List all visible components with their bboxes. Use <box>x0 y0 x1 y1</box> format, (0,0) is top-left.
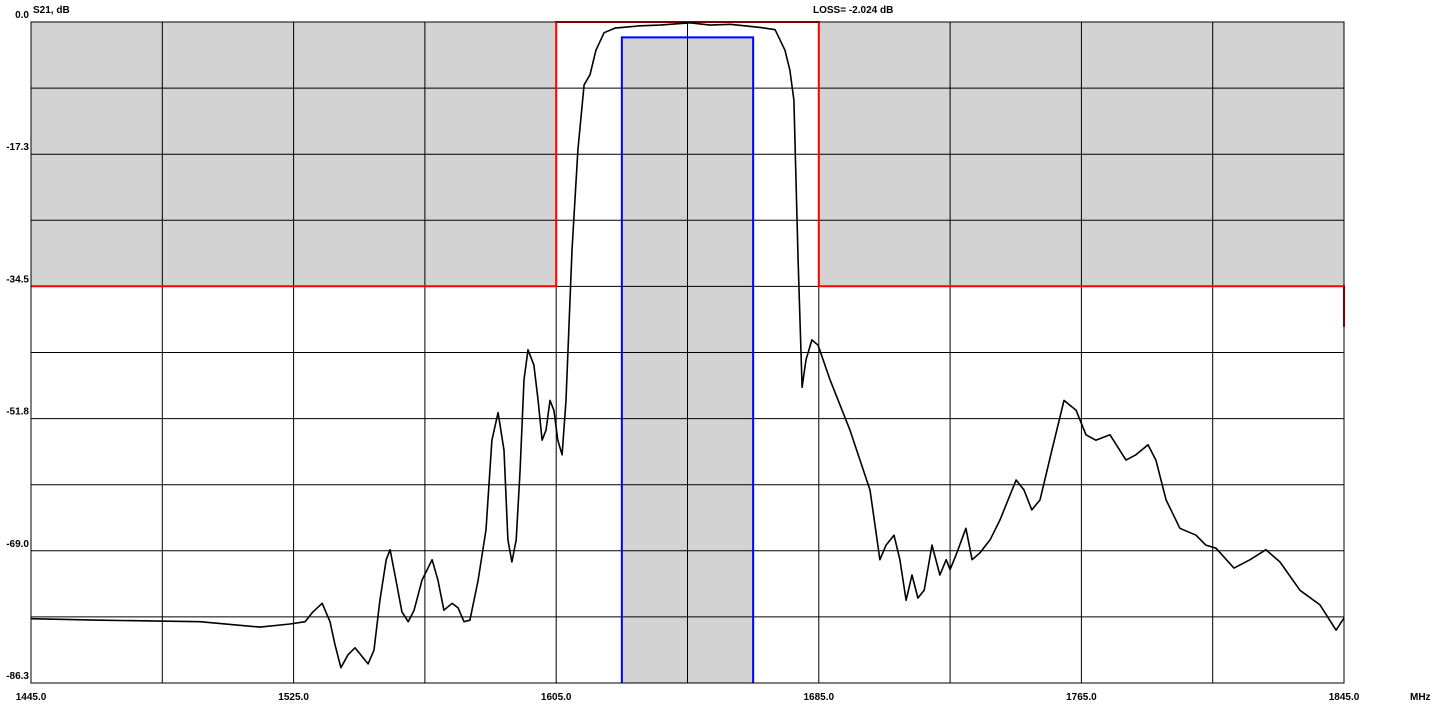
loss-annotation: LOSS= -2.024 dB <box>813 5 893 16</box>
x-axis-unit: MHz <box>1410 692 1431 703</box>
y-tick-label: -51.8 <box>6 407 29 418</box>
x-tick-label: 1845.0 <box>1329 692 1360 703</box>
plot-frame <box>30 21 1345 684</box>
passband-outline <box>620 36 755 683</box>
y-tick-label: -86.3 <box>6 671 29 682</box>
y-tick-label: 0.0 <box>15 10 29 21</box>
y-tick-label: -34.5 <box>6 274 29 285</box>
x-tick-label: 1525.0 <box>278 692 309 703</box>
trace <box>30 22 1345 669</box>
x-tick-label: 1445.0 <box>16 692 47 703</box>
x-tick-label: 1605.0 <box>541 692 572 703</box>
y-tick-label: -69.0 <box>6 539 29 550</box>
y-tick-label: -17.3 <box>6 142 29 153</box>
x-tick-label: 1765.0 <box>1066 692 1097 703</box>
y-axis-label: S21, dB <box>33 5 70 16</box>
x-tick-label: 1685.0 <box>804 692 835 703</box>
